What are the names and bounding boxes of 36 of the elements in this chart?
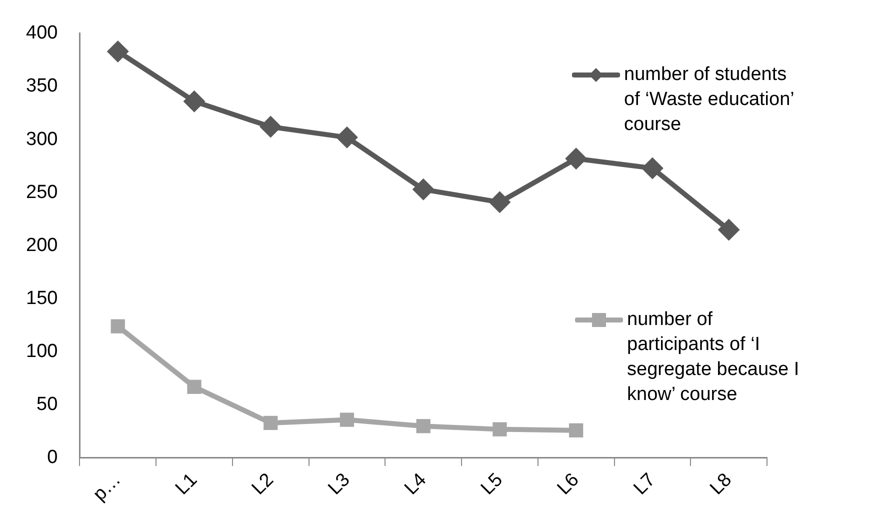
x-tick-label: L2 [248,469,278,500]
x-tick-label: L6 [554,469,584,500]
point [412,178,434,200]
point [718,218,740,241]
point [340,412,354,427]
legend-label: number of participants of ‘I segregate because I know’ course [627,308,800,407]
point [565,148,588,170]
y-tick-label: 200 [26,234,58,256]
x-tick-label: L5 [477,469,507,500]
point [110,319,125,334]
y-tick-label: 400 [26,22,58,44]
y-tick-label: 350 [26,76,58,97]
x-tick-label: L7 [630,469,660,500]
point [416,419,430,434]
point [488,191,511,214]
point [260,116,282,138]
y-tick-label: 250 [26,182,58,203]
point [336,126,358,148]
legend-label: number of students of ‘Waste education’ course [624,63,795,137]
x-tick-label: L1 [172,469,202,500]
point [187,380,202,394]
x-tick-label: L4 [400,469,431,500]
point [641,157,664,180]
y-tick-label: 50 [36,394,58,416]
y-tick-label: 100 [26,341,58,362]
y-tick-label: 150 [26,288,58,309]
point [569,423,584,438]
y-tick-label: 300 [26,128,58,150]
x-tick-label: L3 [324,469,354,500]
point [492,422,507,436]
y-tick-label: 0 [47,447,58,468]
point [264,416,278,430]
x-tick-label: p… [89,469,126,506]
point [183,90,206,112]
x-tick-label: L8 [706,469,736,500]
point [106,40,129,62]
